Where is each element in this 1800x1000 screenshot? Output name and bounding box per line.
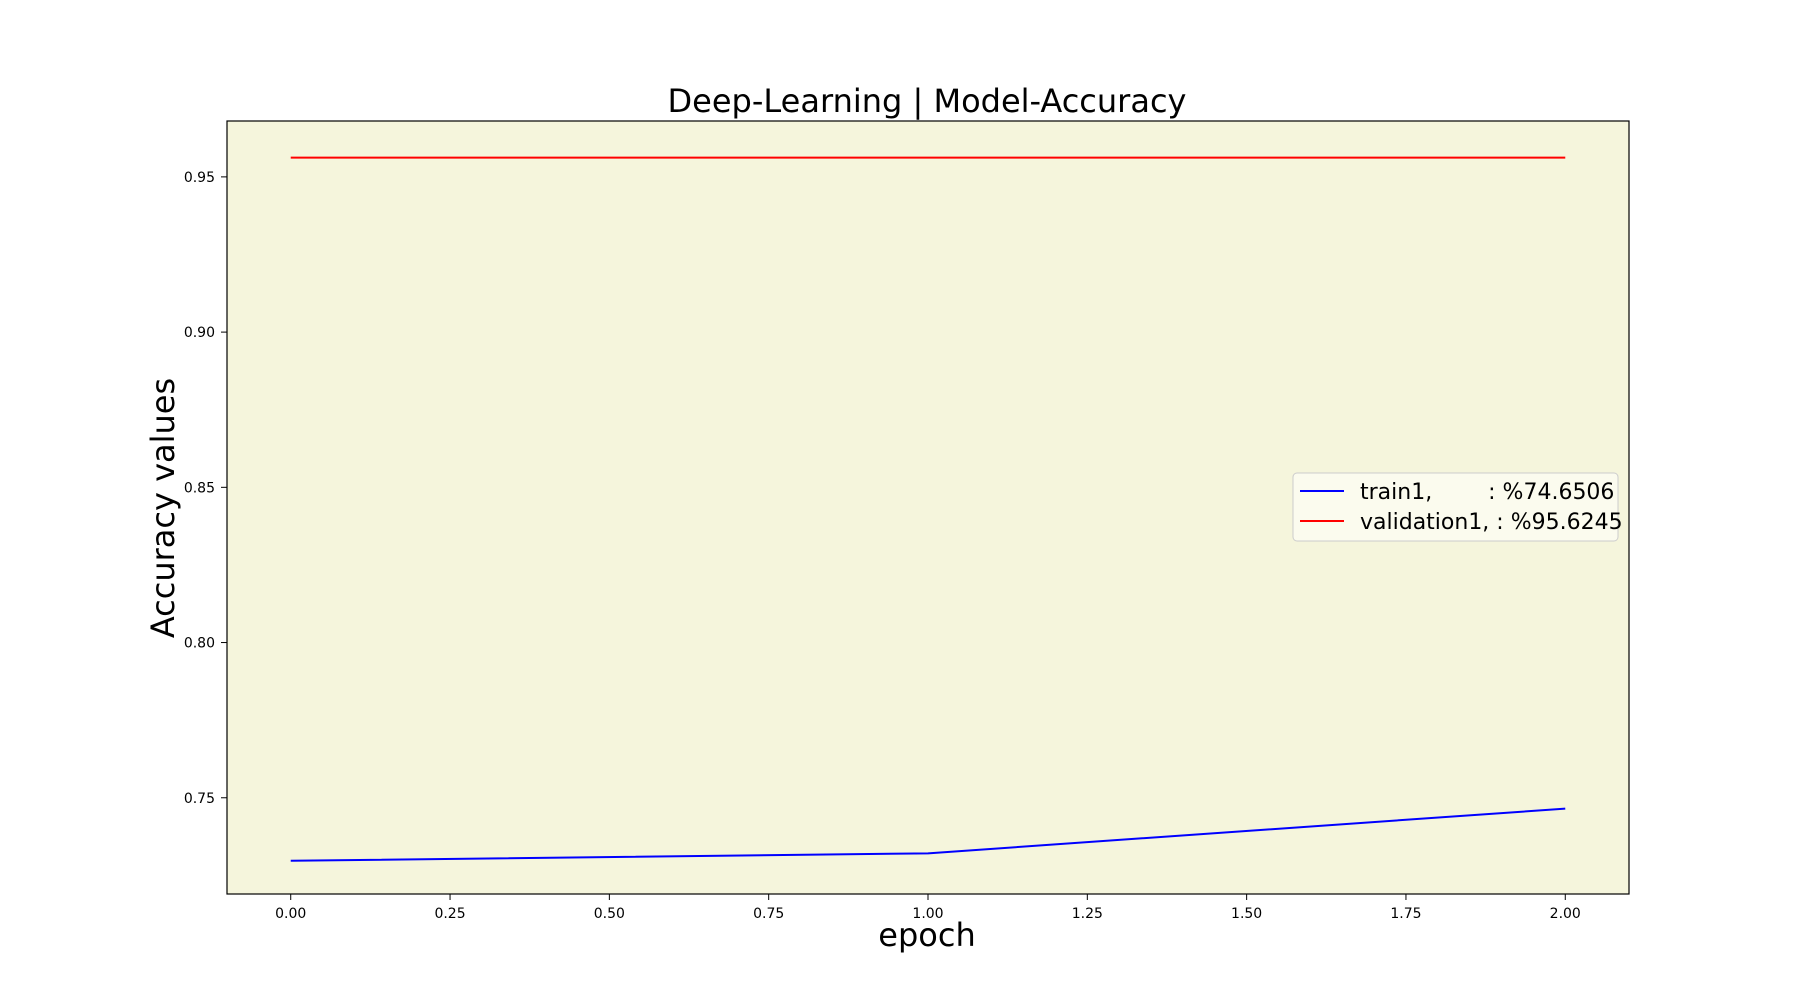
x-tick-label: 0.25 <box>434 906 465 922</box>
x-tick-label: 1.75 <box>1390 906 1421 922</box>
x-tick-label: 0.50 <box>594 906 625 922</box>
x-tick-label: 1.25 <box>1072 906 1103 922</box>
y-tick-label: 0.90 <box>184 325 215 341</box>
series-line-0 <box>290 807 1566 862</box>
y-tick-label: 0.85 <box>184 480 215 496</box>
y-tick-label: 0.80 <box>184 636 215 652</box>
chart-title: Deep-Learning | Model-Accuracy <box>668 82 1187 120</box>
x-tick-label: 1.50 <box>1231 906 1262 922</box>
legend-label-train: train1, : %74.6506 <box>1360 480 1614 505</box>
legend: train1, : %74.6506 validation1, : %95.62… <box>1292 472 1623 542</box>
y-axis-ticks: 0.75 0.80 0.85 0.90 0.95 <box>184 170 227 807</box>
y-tick-label: 0.75 <box>184 791 215 807</box>
legend-label-validation: validation1, : %95.6245 <box>1360 510 1623 535</box>
x-tick-label: 2.00 <box>1550 906 1581 922</box>
series-lines <box>290 156 1566 862</box>
x-tick-label: 0.00 <box>275 906 306 922</box>
x-axis-title: epoch <box>878 916 975 954</box>
x-tick-label: 1.00 <box>912 906 943 922</box>
x-axis-ticks: 0.00 0.25 0.50 0.75 1.00 1.25 1.50 1.75 2.00 <box>275 894 1581 922</box>
y-tick-label: 0.95 <box>184 170 215 186</box>
legend-box <box>1292 472 1619 542</box>
x-tick-label: 0.75 <box>753 906 784 922</box>
y-axis-title: Accuracy values <box>144 378 182 638</box>
